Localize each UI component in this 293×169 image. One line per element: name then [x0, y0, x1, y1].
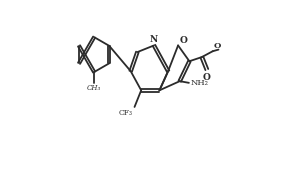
Text: CF₃: CF₃ [119, 109, 133, 117]
Text: O: O [203, 73, 211, 82]
Text: N: N [150, 35, 158, 44]
Text: CH₃: CH₃ [87, 84, 101, 92]
Text: NH₂: NH₂ [190, 79, 209, 87]
Text: O: O [179, 36, 187, 45]
Text: O: O [214, 42, 221, 50]
